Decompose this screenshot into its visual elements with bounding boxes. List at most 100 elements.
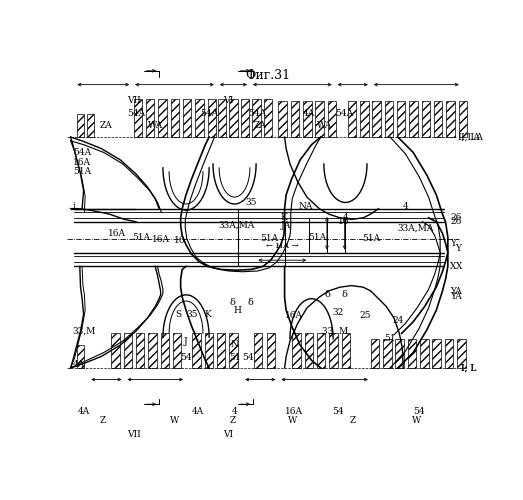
Text: δ: δ: [324, 290, 330, 300]
Text: Z: Z: [230, 416, 236, 425]
Bar: [123, 334, 132, 368]
Bar: [372, 101, 381, 137]
Text: Y: Y: [456, 244, 461, 253]
Text: ← HA →: ← HA →: [266, 242, 299, 250]
Text: 33,M: 33,M: [73, 326, 96, 336]
Text: YA: YA: [450, 286, 462, 296]
Bar: [342, 334, 350, 368]
Bar: [229, 334, 237, 368]
Bar: [161, 334, 169, 368]
Text: ZA: ZA: [99, 121, 112, 130]
Text: 16: 16: [174, 236, 186, 246]
Text: 4: 4: [403, 202, 408, 211]
Text: 4A: 4A: [191, 408, 203, 416]
Text: W: W: [412, 416, 421, 425]
Text: 54A: 54A: [248, 110, 267, 118]
Bar: [420, 338, 428, 368]
Bar: [136, 334, 144, 368]
Bar: [291, 101, 299, 137]
Text: 51: 51: [229, 354, 241, 362]
Text: VII: VII: [128, 96, 141, 106]
Bar: [395, 338, 404, 368]
Text: K: K: [280, 214, 287, 222]
Bar: [328, 101, 336, 137]
Bar: [264, 98, 272, 137]
Text: JA: JA: [281, 221, 291, 230]
Text: 54A: 54A: [127, 110, 145, 118]
Text: 16A: 16A: [152, 235, 169, 244]
Text: 26: 26: [450, 217, 461, 226]
Text: WA: WA: [317, 121, 332, 130]
Bar: [134, 98, 142, 137]
Text: 54: 54: [332, 408, 344, 416]
Text: 25: 25: [360, 311, 371, 320]
Bar: [77, 114, 84, 137]
Bar: [170, 98, 179, 137]
Bar: [422, 101, 430, 137]
Text: YA: YA: [450, 292, 462, 301]
Bar: [229, 98, 237, 137]
Bar: [195, 98, 204, 137]
Bar: [408, 338, 416, 368]
Text: δ: δ: [229, 298, 235, 307]
Text: 54: 54: [413, 408, 424, 416]
Bar: [217, 334, 225, 368]
Text: Z: Z: [100, 416, 106, 425]
Text: S: S: [175, 310, 181, 318]
Text: δ: δ: [342, 290, 348, 300]
Text: 54: 54: [180, 354, 192, 362]
Text: 32: 32: [332, 308, 343, 317]
Text: 4A: 4A: [78, 408, 90, 416]
Text: 51A: 51A: [73, 167, 91, 176]
Text: 4: 4: [343, 214, 348, 222]
Text: I, L: I, L: [461, 364, 476, 372]
Text: 35: 35: [186, 310, 198, 318]
Text: i: i: [73, 202, 76, 211]
Text: 16A: 16A: [73, 158, 91, 167]
Bar: [315, 101, 324, 137]
Text: X: X: [456, 262, 462, 271]
Text: 24: 24: [392, 316, 403, 325]
Bar: [348, 101, 356, 137]
Text: NA: NA: [298, 202, 313, 211]
Bar: [252, 98, 261, 137]
Text: 26: 26: [450, 214, 461, 222]
Text: K: K: [204, 310, 211, 318]
Bar: [149, 334, 157, 368]
Bar: [204, 334, 213, 368]
Bar: [371, 338, 379, 368]
Text: 33A,MA: 33A,MA: [218, 221, 254, 230]
Text: 54A: 54A: [200, 110, 218, 118]
Bar: [278, 101, 287, 137]
Text: 54A: 54A: [335, 110, 353, 118]
Bar: [304, 334, 313, 368]
Text: W: W: [288, 416, 297, 425]
Bar: [192, 334, 201, 368]
Bar: [397, 101, 405, 137]
Bar: [173, 334, 181, 368]
Text: N: N: [231, 340, 238, 349]
Text: 16A: 16A: [285, 311, 303, 320]
Text: 4A: 4A: [73, 360, 85, 368]
Bar: [87, 114, 95, 137]
Text: 4A: 4A: [303, 110, 315, 118]
Text: Фиг.31: Фиг.31: [245, 69, 290, 82]
Text: 35: 35: [246, 198, 257, 207]
Bar: [445, 338, 453, 368]
Bar: [183, 98, 191, 137]
Bar: [329, 334, 338, 368]
Text: 51A: 51A: [132, 232, 151, 241]
Text: VI: VI: [223, 96, 233, 106]
Bar: [360, 101, 369, 137]
Text: H: H: [234, 306, 242, 315]
Bar: [434, 101, 442, 137]
Text: Z: Z: [349, 416, 356, 425]
Bar: [218, 98, 226, 137]
Text: 33, M: 33, M: [322, 326, 348, 336]
Bar: [267, 334, 275, 368]
Bar: [241, 98, 249, 137]
Text: WA: WA: [147, 121, 163, 130]
Bar: [254, 334, 262, 368]
Text: 16A: 16A: [108, 229, 126, 238]
Text: 16: 16: [338, 217, 350, 226]
